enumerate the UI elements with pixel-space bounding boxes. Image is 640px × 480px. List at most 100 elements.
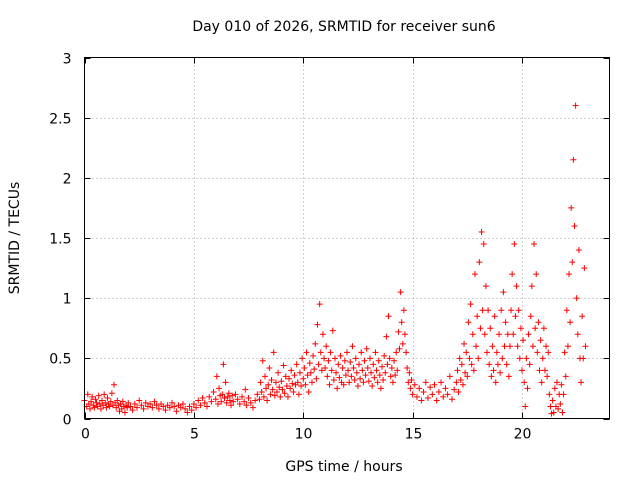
x-tick-label: 5 [190, 427, 199, 443]
data-point [280, 362, 287, 369]
data-point [512, 313, 519, 320]
data-point [303, 349, 310, 356]
data-point [281, 390, 288, 397]
data-point [571, 222, 578, 229]
data-point [263, 385, 270, 392]
x-axis-label: GPS time / hours [285, 459, 402, 475]
data-point [234, 396, 241, 403]
data-point [416, 385, 423, 392]
data-point [389, 379, 396, 386]
data-point [581, 265, 588, 272]
data-point [97, 405, 104, 412]
data-point [184, 409, 191, 416]
data-point [245, 395, 252, 402]
data-point [193, 404, 200, 411]
data-point [335, 361, 342, 368]
data-point [349, 343, 356, 350]
data-point [384, 361, 391, 368]
data-point [486, 361, 493, 368]
data-point [351, 376, 358, 383]
data-point [339, 364, 346, 371]
data-point [541, 367, 548, 374]
data-point [429, 391, 436, 398]
data-point [190, 401, 197, 408]
data-point [522, 403, 529, 410]
data-point [391, 357, 398, 364]
data-point [424, 395, 431, 402]
data-point [527, 313, 534, 320]
x-tick-label: 20 [514, 427, 532, 443]
data-point [160, 403, 167, 410]
data-point [449, 396, 455, 403]
data-point [481, 331, 488, 338]
data-point [102, 399, 109, 406]
data-point [261, 373, 268, 380]
data-point [257, 379, 264, 386]
data-point [514, 343, 521, 350]
data-point [500, 289, 507, 296]
data-point [324, 373, 331, 380]
data-point [302, 381, 309, 388]
data-point [516, 355, 523, 362]
data-point [134, 404, 140, 411]
data-point [108, 390, 115, 397]
data-point [331, 355, 338, 362]
data-point [305, 389, 312, 396]
data-point [206, 393, 213, 400]
data-point [405, 379, 412, 386]
data-point [513, 283, 520, 290]
data-point [287, 385, 294, 392]
data-point [396, 345, 403, 352]
data-point [136, 397, 143, 404]
data-point [477, 325, 484, 332]
data-point [551, 385, 558, 392]
data-point [433, 397, 440, 404]
data-point [422, 379, 429, 386]
data-point [479, 307, 486, 314]
data-point [321, 355, 328, 362]
data-point [572, 102, 579, 109]
data-point [399, 340, 406, 347]
data-point [520, 337, 527, 344]
data-point [555, 405, 562, 412]
data-point [540, 325, 547, 332]
data-point [546, 391, 553, 398]
data-point [493, 349, 500, 356]
data-point [360, 379, 367, 386]
data-point [84, 391, 91, 398]
data-point [252, 397, 259, 404]
data-point [488, 373, 495, 380]
data-point [361, 357, 368, 364]
data-point [566, 271, 573, 278]
data-point [304, 372, 311, 379]
data-point [534, 349, 541, 356]
data-point [138, 402, 145, 409]
data-point [149, 404, 156, 411]
data-point [107, 398, 114, 405]
data-point [377, 385, 384, 392]
data-point [212, 396, 219, 403]
data-point [398, 319, 405, 326]
data-point [301, 364, 308, 371]
data-point [468, 361, 475, 368]
data-point [127, 403, 134, 410]
data-point [325, 357, 332, 364]
data-point [442, 385, 449, 392]
data-point [330, 376, 337, 383]
data-point [306, 360, 313, 367]
data-point [312, 340, 319, 347]
data-point [223, 399, 230, 406]
data-point [574, 331, 581, 338]
data-point [559, 409, 566, 416]
data-point [395, 328, 402, 335]
data-point [401, 331, 408, 338]
data-point [317, 349, 324, 356]
data-point [293, 361, 300, 368]
data-point [536, 367, 543, 374]
data-point [259, 357, 266, 364]
data-point [394, 367, 401, 374]
data-point [333, 369, 340, 376]
data-point [383, 333, 390, 340]
x-tick-label: 15 [405, 427, 423, 443]
data-point [469, 331, 476, 338]
